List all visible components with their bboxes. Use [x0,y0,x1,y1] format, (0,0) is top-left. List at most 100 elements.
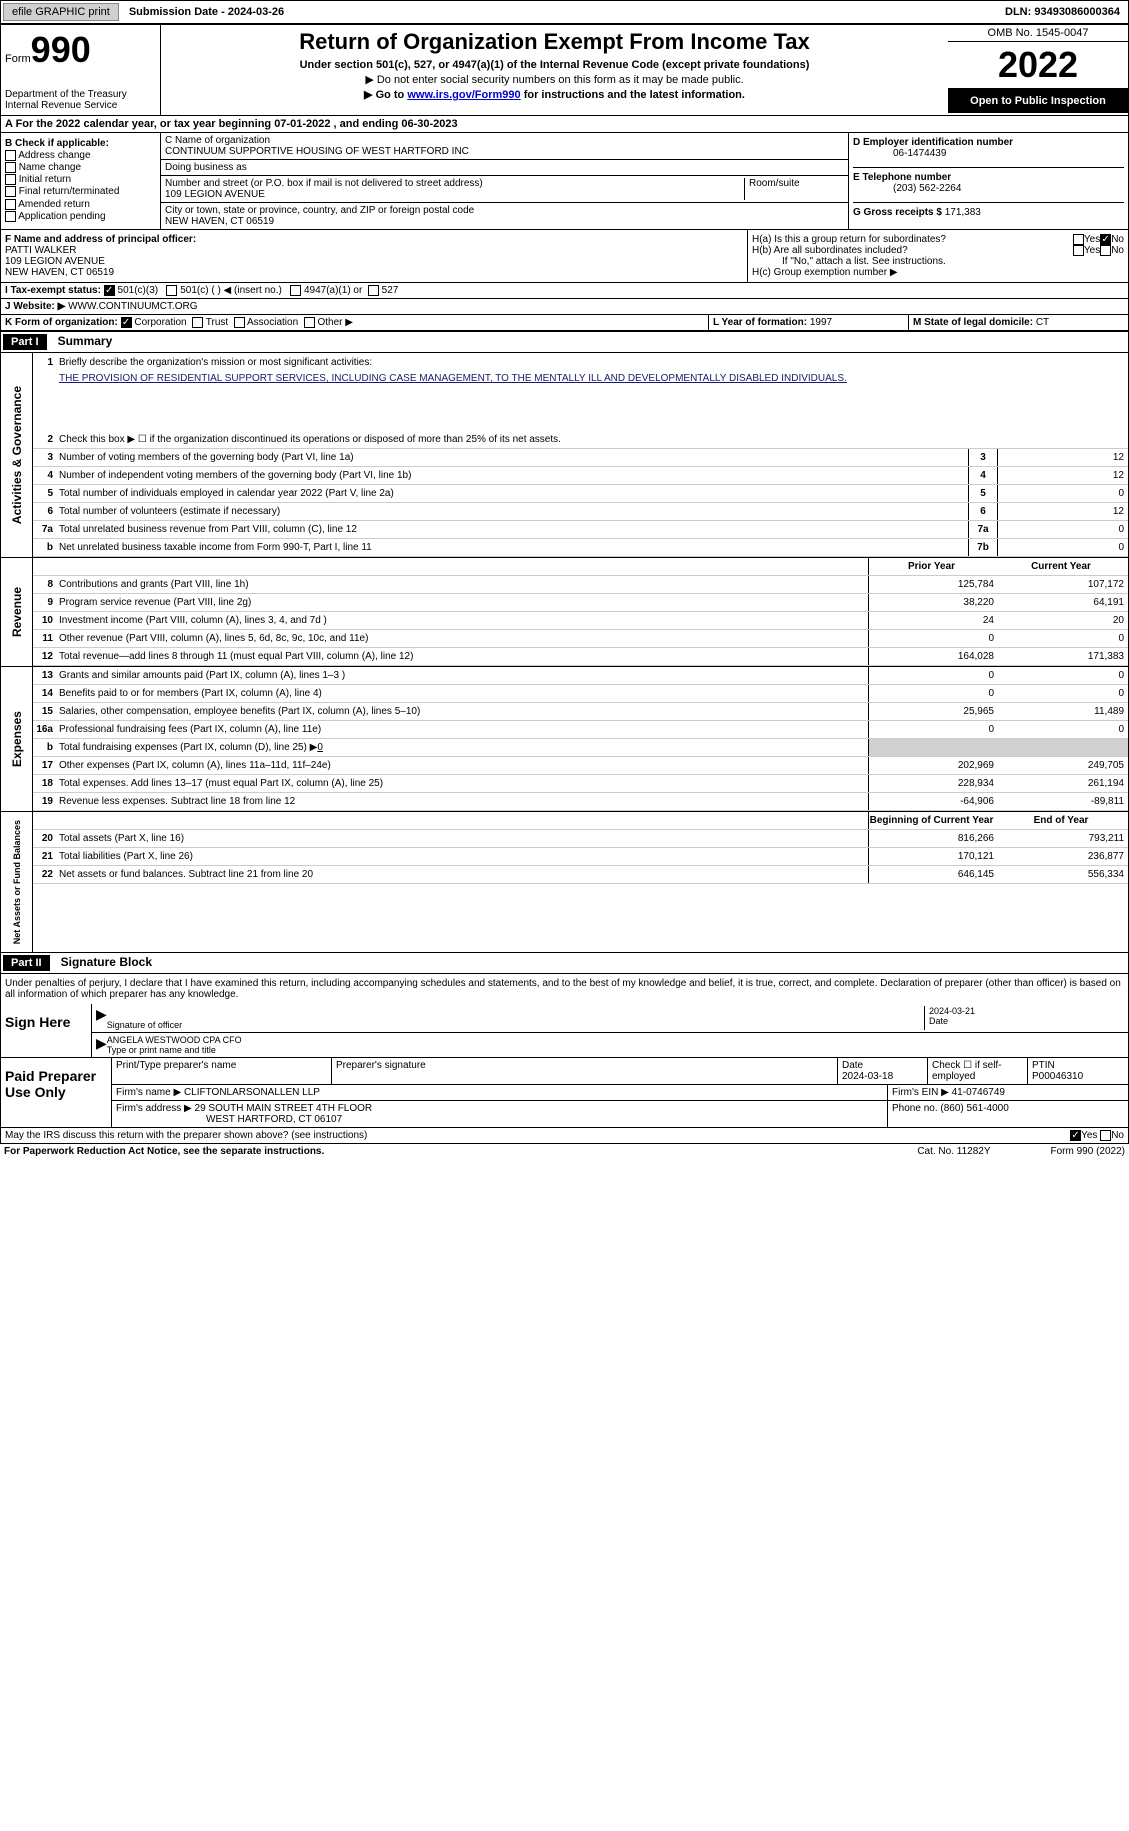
begin-year-header: Beginning of Current Year [868,812,998,829]
officer-addr1: 109 LEGION AVENUE [5,256,105,267]
firm-name: CLIFTONLARSONALLEN LLP [184,1087,320,1098]
j-label: J Website: ▶ [5,301,65,312]
hb-no-checkbox[interactable] [1100,245,1111,256]
firm-ein: 41-0746749 [952,1087,1005,1098]
ein-value: 06-1474439 [853,148,1124,159]
preparer-label: Paid Preparer Use Only [1,1058,111,1127]
hb-yes-checkbox[interactable] [1073,245,1084,256]
calendar-year: A For the 2022 calendar year, or tax yea… [1,116,462,132]
signature-block: Under penalties of perjury, I declare th… [0,974,1129,1058]
part1-title: Summary [50,334,113,348]
net-side-label: Net Assets or Fund Balances [10,812,24,952]
discuss-yes-checkbox[interactable]: ✓ [1070,1130,1081,1141]
subtitle-3: ▶ Go to www.irs.gov/Form990 for instruct… [165,88,944,101]
gross-receipts: 171,383 [945,207,981,218]
end-year-header: End of Year [998,812,1128,829]
527-checkbox[interactable] [368,285,379,296]
city-state-zip: NEW HAVEN, CT 06519 [165,216,274,227]
omb-number: OMB No. 1545-0047 [948,25,1128,42]
section-fh: F Name and address of principal officer:… [0,230,1129,283]
line5-value: 0 [998,485,1128,502]
city-label: City or town, state or province, country… [165,205,474,216]
officer-name: PATTI WALKER [5,245,77,256]
discuss-no-checkbox[interactable] [1100,1130,1111,1141]
l-label: L Year of formation: [713,317,807,328]
room-suite-label: Room/suite [744,178,844,200]
g-label: G Gross receipts $ [853,207,942,218]
i-label: I Tax-exempt status: [5,285,101,296]
org-name: CONTINUUM SUPPORTIVE HOUSING OF WEST HAR… [165,146,469,157]
name-change-checkbox[interactable] [5,162,16,173]
ha-label: H(a) Is this a group return for subordin… [752,234,1073,245]
street-label: Number and street (or P.O. box if mail i… [165,178,483,189]
m-label: M State of legal domicile: [913,317,1033,328]
mission-text: THE PROVISION OF RESIDENTIAL SUPPORT SER… [33,371,1128,431]
dba-label: Doing business as [161,160,848,176]
f-label: F Name and address of principal officer: [5,234,196,245]
rev-side-label: Revenue [8,579,26,645]
topbar: efile GRAPHIC print Submission Date - 20… [0,0,1129,24]
initial-return-checkbox[interactable] [5,174,16,185]
governance-section: Activities & Governance 1Briefly describ… [0,353,1129,558]
hb-label: H(b) Are all subordinates included? [752,245,1073,256]
section-bcd: B Check if applicable: Address change Na… [0,133,1129,230]
c-label: C Name of organization [165,135,270,146]
other-checkbox[interactable] [304,317,315,328]
501c-checkbox[interactable] [166,285,177,296]
footer-row: For Paperwork Reduction Act Notice, see … [0,1144,1129,1159]
declaration-text: Under penalties of perjury, I declare th… [1,974,1128,1004]
k-label: K Form of organization: [5,317,118,328]
assoc-checkbox[interactable] [234,317,245,328]
sign-here-label: Sign Here [1,1004,91,1057]
dept-label: Department of the Treasury Internal Reve… [5,89,156,111]
submission-date: Submission Date - 2024-03-26 [121,4,292,20]
firm-phone: (860) 561-4000 [940,1103,1008,1114]
corp-checkbox[interactable]: ✓ [121,317,132,328]
hc-label: H(c) Group exemption number ▶ [752,267,1124,278]
hb-note: If "No," attach a list. See instructions… [752,256,1124,267]
subtitle-1: Under section 501(c), 527, or 4947(a)(1)… [165,59,944,71]
amended-return-checkbox[interactable] [5,199,16,210]
cat-no: Cat. No. 11282Y [917,1146,990,1157]
expenses-section: Expenses 13Grants and similar amounts pa… [0,667,1129,812]
netassets-section: Net Assets or Fund Balances Beginning of… [0,812,1129,953]
line3-value: 12 [998,449,1128,466]
subtitle-2: ▶ Do not enter social security numbers o… [165,73,944,86]
irs-link[interactable]: www.irs.gov/Form990 [407,89,520,101]
gov-side-label: Activities & Governance [8,378,26,532]
mission-label: Briefly describe the organization's miss… [59,355,1128,370]
phone-value: (203) 562-2264 [853,183,1124,194]
application-pending-checkbox[interactable] [5,211,16,222]
4947-checkbox[interactable] [290,285,301,296]
d-label: D Employer identification number [853,137,1124,148]
current-year-header: Current Year [998,558,1128,575]
prior-year-header: Prior Year [868,558,998,575]
revenue-section: Revenue Prior YearCurrent Year 8Contribu… [0,558,1129,667]
b-label: B Check if applicable: [5,138,156,149]
form-label: Form [5,53,31,65]
efile-print-button[interactable]: efile GRAPHIC print [3,3,119,21]
part1-header: Part I [3,334,47,350]
e-label: E Telephone number [853,167,1124,183]
form-title: Return of Organization Exempt From Incom… [165,29,944,55]
dln: DLN: 93493086000364 [997,4,1128,20]
officer-signature-name: ANGELA WESTWOOD CPA CFO [107,1035,242,1045]
year-formation: 1997 [810,317,832,328]
discuss-row: May the IRS discuss this return with the… [0,1128,1129,1144]
ha-no-checkbox[interactable]: ✓ [1100,234,1111,245]
trust-checkbox[interactable] [192,317,203,328]
exp-side-label: Expenses [8,703,26,775]
website-value: WWW.CONTINUUMCT.ORG [68,301,197,312]
line7a-value: 0 [998,521,1128,538]
line7b-value: 0 [998,539,1128,556]
officer-addr2: NEW HAVEN, CT 06519 [5,267,114,278]
ha-yes-checkbox[interactable] [1073,234,1084,245]
address-change-checkbox[interactable] [5,150,16,161]
final-return-checkbox[interactable] [5,186,16,197]
form-footer: Form 990 (2022) [1051,1146,1125,1157]
open-inspection: Open to Public Inspection [948,89,1128,113]
tax-year: 2022 [948,42,1128,89]
state-domicile: CT [1036,317,1049,328]
501c3-checkbox[interactable]: ✓ [104,285,115,296]
street-address: 109 LEGION AVENUE [165,189,265,200]
